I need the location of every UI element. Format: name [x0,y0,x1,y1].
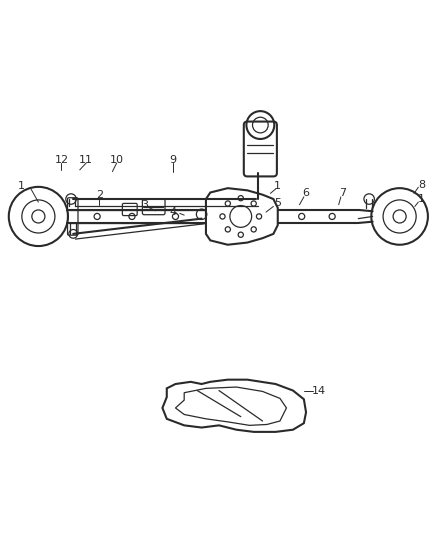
Text: 11: 11 [79,155,93,165]
Text: 7: 7 [339,188,346,198]
Text: 4: 4 [170,207,177,217]
Text: 14: 14 [312,385,326,395]
Text: 1: 1 [274,181,281,191]
Text: 5: 5 [274,198,281,208]
Text: 8: 8 [418,180,425,190]
Text: 2: 2 [96,190,103,200]
Text: 10: 10 [110,155,124,165]
Text: 1: 1 [18,181,25,191]
Text: 1: 1 [418,194,425,204]
Text: 9: 9 [170,155,177,165]
Text: 6: 6 [303,188,310,198]
Text: 12: 12 [54,155,68,165]
Text: 3: 3 [141,200,148,209]
